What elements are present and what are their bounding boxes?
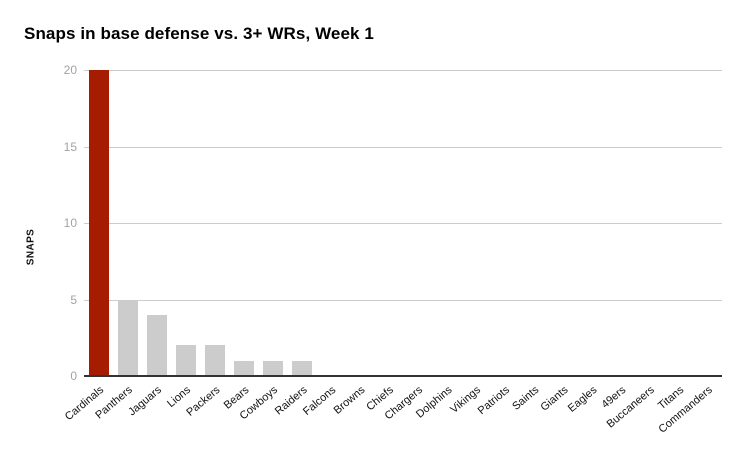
bar-slot-chiefs xyxy=(374,70,403,376)
bar-series xyxy=(84,70,722,376)
gridline-20 xyxy=(84,70,722,71)
bar-slot-patriots xyxy=(490,70,519,376)
bar-slot-cardinals xyxy=(84,70,113,376)
bar-slot-titans xyxy=(664,70,693,376)
bar-slot-falcons xyxy=(316,70,345,376)
x-tick-label-saints: Saints xyxy=(510,384,542,413)
bar-slot-buccaneers xyxy=(635,70,664,376)
y-tick-label-0: 0 xyxy=(70,369,77,383)
bar-slot-bears xyxy=(229,70,258,376)
plot-area: 0 5 10 15 20 Cardinals Panthers Jaguars Lions Pa… xyxy=(63,64,722,436)
bar-cardinals xyxy=(88,70,109,376)
bar-slot-lions xyxy=(171,70,200,376)
bar-slot-dolphins xyxy=(432,70,461,376)
x-axis-line xyxy=(84,375,722,377)
x-axis-tick-labels: Cardinals Panthers Jaguars Lions Packers Bear… xyxy=(63,376,722,456)
bar-bears xyxy=(233,360,254,376)
bar-raiders xyxy=(291,360,312,376)
bar-slot-packers xyxy=(200,70,229,376)
bar-panthers xyxy=(117,299,138,376)
bar-jaguars xyxy=(146,314,167,376)
x-tick-label-browns: Browns xyxy=(331,384,368,417)
y-tick-label-15: 15 xyxy=(63,139,77,154)
y-tick-label-10: 10 xyxy=(63,216,77,230)
bar-slot-raiders xyxy=(287,70,316,376)
gridline-10 xyxy=(84,223,722,224)
bar-slot-browns xyxy=(345,70,374,376)
chart-title: Snaps in base defense vs. 3+ WRs, Week 1 xyxy=(24,24,374,43)
bar-slot-vikings xyxy=(461,70,490,376)
bar-slot-giants xyxy=(548,70,577,376)
bar-slot-commanders xyxy=(693,70,722,376)
y-axis-tick-labels: 0 5 10 15 20 xyxy=(37,64,77,382)
gridline-5 xyxy=(84,299,722,301)
bar-slot-panthers xyxy=(113,70,142,376)
bar-cowboys xyxy=(262,360,283,376)
bar-slot-eagles xyxy=(577,70,606,376)
bar-slot-saints xyxy=(519,70,548,376)
y-tick-label-20: 20 xyxy=(63,63,77,77)
bar-slot-49ers xyxy=(606,70,635,376)
bar-slot-chargers xyxy=(403,70,432,376)
x-tick-label-eagles: Eagles xyxy=(565,384,600,415)
y-tick-label-5: 5 xyxy=(70,292,77,307)
gridline-15 xyxy=(84,146,722,148)
x-tick-label-giants: Giants xyxy=(538,384,571,414)
bar-lions xyxy=(175,345,196,376)
x-tick-label-patriots: Patriots xyxy=(475,384,513,418)
bar-slot-cowboys xyxy=(258,70,287,376)
y-axis-title: SNAPS xyxy=(25,228,37,266)
bar-slot-jaguars xyxy=(142,70,171,376)
bar-packers xyxy=(204,345,225,376)
